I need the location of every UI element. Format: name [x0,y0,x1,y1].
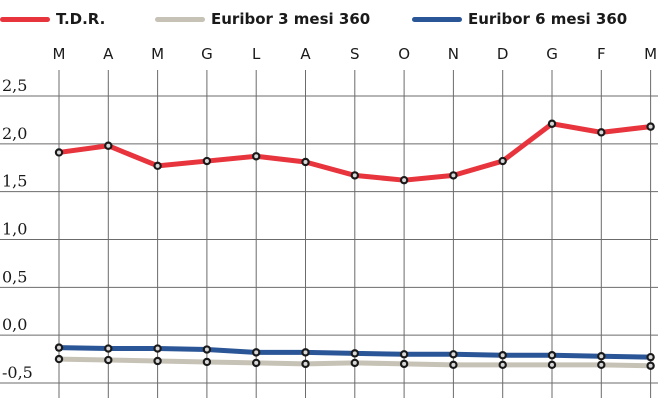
data-point-tdr [399,175,409,185]
data-point-euribor-3m [202,357,212,367]
y-tick-label: 0,5 [2,267,27,286]
x-tick-label: N [448,45,459,63]
data-point-tdr [301,157,310,167]
data-point-tdr [104,141,113,150]
y-tick-label: 2,0 [2,124,27,143]
data-point-euribor-3m [104,355,113,365]
data-point-euribor-3m [54,354,64,364]
x-tick-label: L [252,45,261,63]
data-point-euribor-6m [646,352,655,362]
data-point-euribor-3m [350,358,359,368]
data-point-tdr [597,128,606,137]
data-point-euribor-6m [252,348,261,357]
x-tick-label: M [151,45,164,63]
data-point-tdr [498,156,507,166]
data-point-euribor-3m [547,360,557,370]
data-point-tdr [350,171,359,180]
legend-label-euribor-3m: Euribor 3 mesi 360 [211,10,371,28]
data-point-euribor-6m [202,345,212,354]
data-point-euribor-6m [153,344,162,353]
data-point-euribor-3m [252,358,261,368]
data-point-euribor-6m [104,344,113,353]
data-point-tdr [153,161,162,171]
chart-legend: T.D.R. Euribor 3 mesi 360 Euribor 6 mesi… [0,0,658,36]
legend-swatch-euribor-6m [412,16,462,22]
x-tick-label: D [497,45,509,63]
legend-item-euribor-3m: Euribor 3 mesi 360 [155,8,370,30]
y-tick-label: 2,5 [2,76,27,95]
chart-grid [0,70,658,398]
data-point-euribor-3m [646,361,655,370]
legend-swatch-euribor-3m [155,16,205,22]
data-point-tdr [547,119,557,128]
x-tick-label: A [103,45,114,63]
data-point-tdr [449,171,458,180]
y-tick-label: -0,5 [2,363,33,382]
data-point-euribor-6m [350,349,359,358]
x-tick-label: M [644,45,657,63]
data-point-euribor-6m [54,343,64,352]
data-point-euribor-6m [449,350,458,359]
y-tick-label: 1,5 [2,172,27,191]
legend-item-euribor-6m: Euribor 6 mesi 360 [412,8,627,30]
data-point-euribor-3m [597,360,606,370]
x-tick-label: M [53,45,66,63]
data-point-tdr [252,152,261,161]
data-point-euribor-6m [547,351,557,360]
data-point-tdr [54,148,64,157]
x-tick-label: A [300,45,311,63]
series-markers [54,119,655,370]
data-point-euribor-3m [449,360,458,370]
data-point-tdr [202,156,212,166]
x-tick-label: O [398,45,410,63]
data-point-euribor-6m [301,348,310,357]
data-point-euribor-6m [597,352,606,361]
data-point-euribor-3m [301,359,310,369]
legend-swatch-tdr [0,16,50,22]
data-point-euribor-3m [153,356,162,366]
legend-label-tdr: T.D.R. [56,10,106,28]
y-axis-ticks: 2,5 2,0 1,5 1,0 0,5 0,0 -0,5 [2,76,33,382]
legend-item-tdr: T.D.R. [0,8,105,30]
data-point-euribor-6m [498,351,507,360]
data-point-euribor-3m [399,359,409,369]
x-tick-label: G [546,45,558,63]
x-tick-label: F [597,45,606,63]
data-point-euribor-3m [498,360,507,370]
data-point-euribor-6m [399,350,409,359]
x-tick-label: S [350,45,360,63]
x-tick-label: G [201,45,213,63]
y-tick-label: 1,0 [2,220,27,239]
data-point-tdr [646,122,655,131]
y-tick-label: 0,0 [2,315,27,334]
legend-label-euribor-6m: Euribor 6 mesi 360 [468,10,628,28]
